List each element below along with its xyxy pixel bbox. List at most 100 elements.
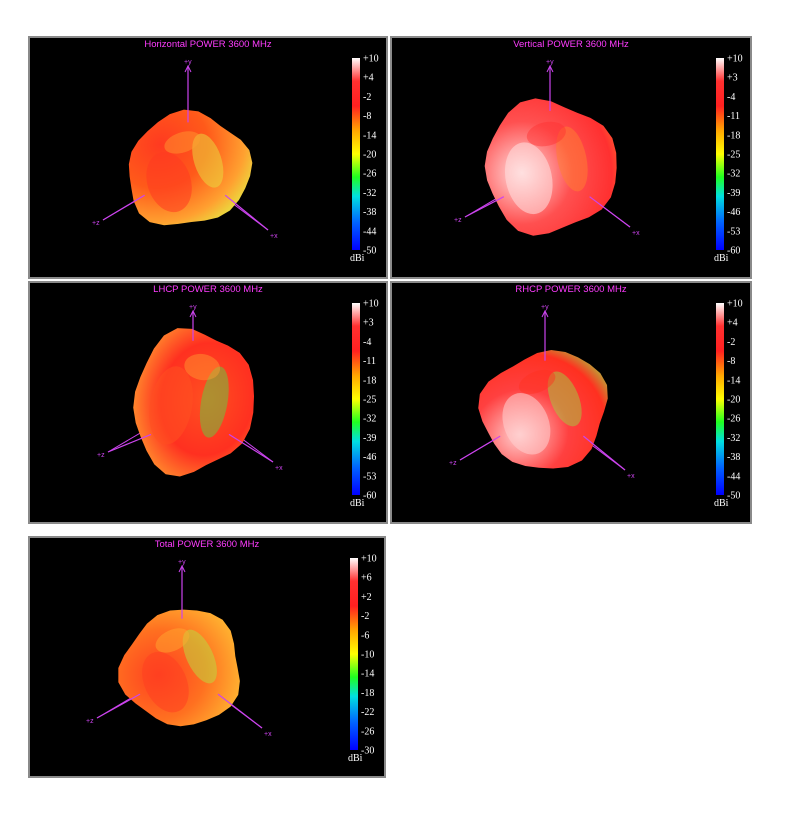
colorbar-tick-label: -4 xyxy=(363,337,371,348)
chart-title: RHCP POWER 3600 MHz xyxy=(515,284,627,295)
pattern-surface xyxy=(118,609,240,727)
colorbar-tick-label: -8 xyxy=(363,111,371,122)
colorbar-tick-label: -18 xyxy=(361,688,374,699)
colorbar-unit: dBi xyxy=(714,253,729,264)
colorbar-tick-label: -18 xyxy=(727,130,740,141)
pattern-surface xyxy=(128,109,253,226)
colorbar-tick-label: -26 xyxy=(361,726,374,737)
pattern-panel-lhcp: LHCP POWER 3600 MHz +y +z +x +10 +3 -4 -11 -18 -… xyxy=(28,281,388,524)
colorbar-tick-label: -50 xyxy=(363,246,376,257)
colorbar-unit: dBi xyxy=(350,498,365,509)
pattern-surface xyxy=(478,349,608,469)
colorbar-tick-label: -26 xyxy=(363,169,376,180)
colorbar-tick-label: +10 xyxy=(361,554,377,565)
z-axis-label: +z xyxy=(449,460,457,467)
pattern-surface xyxy=(484,98,617,236)
colorbar-tick-label: -25 xyxy=(727,150,740,161)
colorbar-tick-label: -32 xyxy=(727,433,740,444)
colorbar-tick-label: -32 xyxy=(363,188,376,199)
colorbar-tick-label: -4 xyxy=(727,92,735,103)
y-axis-label: +y xyxy=(178,559,186,566)
z-axis-label: +z xyxy=(86,718,94,725)
colorbar-unit: dBi xyxy=(348,753,363,764)
chart-title: Total POWER 3600 MHz xyxy=(154,539,260,550)
x-axis-label: +x xyxy=(275,465,283,472)
colorbar-tick-label: -20 xyxy=(727,395,740,406)
colorbar-tick-label: -44 xyxy=(363,226,376,237)
colorbar-unit: dBi xyxy=(714,498,729,509)
x-axis-label: +x xyxy=(632,230,640,237)
colorbar-tick-label: -30 xyxy=(361,746,374,757)
z-axis-label: +z xyxy=(92,220,100,227)
colorbar-tick-label: -8 xyxy=(727,356,735,367)
colorbar-tick-label: -20 xyxy=(363,150,376,161)
colorbar-tick-label: -2 xyxy=(363,92,371,103)
colorbar-tick-label: -26 xyxy=(727,414,740,425)
colorbar-tick-label: +4 xyxy=(727,318,738,329)
colorbar-tick-label: -46 xyxy=(363,452,376,463)
colorbar-tick-label: -14 xyxy=(361,669,374,680)
colorbar-tick-label: +10 xyxy=(363,299,379,310)
colorbar-unit: dBi xyxy=(350,253,365,264)
colorbar-tick-label: -60 xyxy=(363,491,376,502)
y-axis-label: +y xyxy=(189,304,197,311)
colorbar-tick-label: +2 xyxy=(361,592,372,603)
colorbar-tick-label: +3 xyxy=(363,318,374,329)
colorbar-tick-label: -60 xyxy=(727,246,740,257)
colorbar-tick-label: +6 xyxy=(361,573,372,584)
x-axis-label: +x xyxy=(627,473,635,480)
y-axis-label: +y xyxy=(546,59,554,66)
pattern-panel-horizontal: Horizontal POWER 3600 MHz +y +z +x +10 +4 -2 -… xyxy=(28,36,388,279)
colorbar-tick-label: -38 xyxy=(363,207,376,218)
colorbar-tick-label: -6 xyxy=(361,630,369,641)
chart-title: Vertical POWER 3600 MHz xyxy=(513,39,629,50)
colorbar-tick-label: -32 xyxy=(363,414,376,425)
colorbar-tick-label: +10 xyxy=(363,54,379,65)
pattern-panel-total: Total POWER 3600 MHz +y +z +x +10 +6 +2 -2 -6 -1… xyxy=(28,536,386,778)
colorbar-tick-label: -25 xyxy=(363,395,376,406)
colorbar-tick-label: -14 xyxy=(727,375,740,386)
colorbar-tick-label: -53 xyxy=(727,226,740,237)
colorbar-tick-label: -2 xyxy=(361,611,369,622)
colorbar-tick-label: -53 xyxy=(363,471,376,482)
colorbar-tick-label: +4 xyxy=(363,73,374,84)
colorbar-tick-label: -10 xyxy=(361,650,374,661)
colorbar-tick-label: +3 xyxy=(727,73,738,84)
colorbar-tick-label: -50 xyxy=(727,491,740,502)
pattern-panel-vertical: Vertical POWER 3600 MHz +y +z +x +10 +3 -4 -11… xyxy=(390,36,752,279)
colorbar-tick-label: -38 xyxy=(727,452,740,463)
y-axis-label: +y xyxy=(184,59,192,66)
colorbar-tick-label: -14 xyxy=(363,130,376,141)
chart-title: Horizontal POWER 3600 MHz xyxy=(144,39,272,50)
z-axis-label: +z xyxy=(97,452,105,459)
colorbar-tick-label: -46 xyxy=(727,207,740,218)
pattern-panel-rhcp: RHCP POWER 3600 MHz +y +z +x +10 +4 -2 -8 -14 -2… xyxy=(390,281,752,524)
colorbar-tick-label: -22 xyxy=(361,707,374,718)
chart-title: LHCP POWER 3600 MHz xyxy=(153,284,263,295)
x-axis-label: +x xyxy=(270,233,278,240)
z-axis-label: +z xyxy=(454,217,462,224)
colorbar-tick-label: -11 xyxy=(727,111,740,122)
x-axis-label: +x xyxy=(264,731,272,738)
colorbar-tick-label: -44 xyxy=(727,471,740,482)
colorbar-tick-label: -2 xyxy=(727,337,735,348)
y-axis-label: +y xyxy=(541,304,549,311)
colorbar-tick-label: +10 xyxy=(727,54,743,65)
colorbar-tick-label: -39 xyxy=(727,188,740,199)
colorbar-tick-label: -11 xyxy=(363,356,376,367)
pattern-surface xyxy=(133,328,255,477)
colorbar-tick-label: -18 xyxy=(363,375,376,386)
colorbar-tick-label: -32 xyxy=(727,169,740,180)
colorbar-tick-label: -39 xyxy=(363,433,376,444)
colorbar-tick-label: +10 xyxy=(727,299,743,310)
